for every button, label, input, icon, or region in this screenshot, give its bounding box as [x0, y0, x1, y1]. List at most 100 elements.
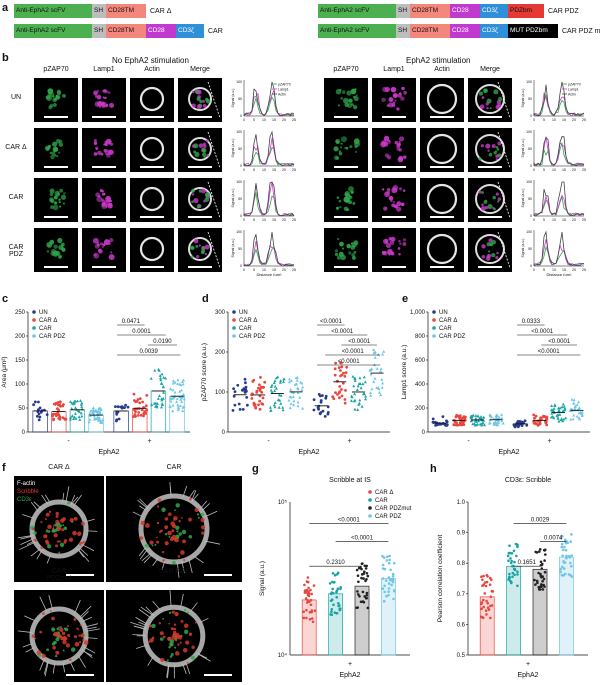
- merge-blob: [201, 246, 205, 250]
- scribble-panel-title: CAR Δ: [48, 464, 70, 471]
- signal-blob: [101, 202, 106, 207]
- profile-series-actin: [533, 81, 585, 117]
- merge-blob: [193, 143, 199, 149]
- signal-blob: [352, 201, 356, 205]
- profile-line: [497, 81, 511, 119]
- cd3e-puncta: [169, 655, 173, 658]
- scale-bar: [382, 266, 406, 268]
- data-point: [330, 608, 334, 611]
- data-point: [342, 371, 345, 375]
- cd3e-puncta: [57, 634, 60, 637]
- scribble-puncta: [65, 643, 71, 648]
- data-point: [560, 542, 564, 546]
- data-point: [482, 574, 485, 578]
- p-value: 0.0190: [153, 339, 172, 345]
- signal-blob: [396, 201, 402, 207]
- merge-blob: [481, 191, 484, 194]
- merge-blob: [190, 246, 194, 250]
- data-point: [257, 386, 260, 390]
- cd3e-puncta: [183, 629, 189, 635]
- y-tick-label: 150: [15, 358, 26, 364]
- data-point: [160, 397, 164, 401]
- data-point: [72, 417, 76, 420]
- data-point: [355, 388, 359, 391]
- data-point: [56, 403, 60, 407]
- data-point: [562, 561, 566, 564]
- data-point: [338, 385, 342, 388]
- profile-xlabel: Distance (μm): [257, 272, 283, 276]
- data-point: [534, 583, 537, 586]
- profile-xtick: 0: [533, 218, 535, 222]
- cd3e-puncta: [169, 642, 174, 647]
- data-point: [364, 394, 368, 398]
- data-point: [38, 406, 42, 410]
- p-value: <0.0001: [351, 536, 374, 542]
- data-point: [338, 396, 341, 400]
- filopodium: [65, 486, 70, 503]
- signal-blob: [52, 204, 59, 211]
- signal-blob: [403, 90, 407, 95]
- data-point: [481, 421, 485, 425]
- signal-blob: [383, 142, 389, 147]
- data-point: [363, 595, 366, 598]
- micrograph-tile: [82, 128, 126, 172]
- merge-blob: [202, 103, 207, 108]
- intensity-profile: 0 50 100 0 5 10 15 20 25 Signal (a.u.): [231, 180, 296, 222]
- data-point: [532, 413, 536, 417]
- merge-blob: [478, 157, 482, 161]
- mean-bar: [355, 586, 369, 655]
- data-point: [287, 380, 291, 384]
- cd3e-puncta: [188, 534, 193, 539]
- filopodium: [22, 642, 34, 648]
- legend-label: CAR PDZ: [39, 334, 66, 340]
- scribble-puncta: [45, 512, 50, 517]
- data-point: [445, 423, 449, 427]
- merge-blob: [488, 152, 493, 157]
- scribble-panel-title: CAR PDZmut: [46, 568, 72, 582]
- merge-blob: [196, 204, 201, 209]
- y-tick-label: 100: [215, 390, 226, 396]
- merge-blob: [198, 143, 204, 148]
- cd3e-puncta: [178, 532, 182, 536]
- data-point: [508, 575, 511, 579]
- data-point: [482, 415, 486, 419]
- data-point: [181, 382, 185, 386]
- profile-xtick: 0: [243, 218, 245, 222]
- data-point: [58, 401, 62, 404]
- filopodium: [181, 560, 185, 573]
- data-point: [559, 418, 563, 422]
- signal-blob: [102, 96, 105, 99]
- profile-series-lamp1: [243, 241, 295, 266]
- data-point: [376, 353, 380, 356]
- data-point: [232, 387, 236, 390]
- micrograph-tile: [130, 178, 174, 222]
- data-point: [98, 411, 102, 415]
- data-point: [269, 388, 273, 392]
- data-point: [508, 572, 511, 576]
- data-point: [300, 388, 304, 392]
- signal-blob: [353, 105, 358, 110]
- data-point: [306, 580, 310, 584]
- signal-blob: [48, 244, 51, 247]
- signal-blob: [336, 196, 340, 199]
- data-point: [179, 383, 183, 387]
- data-point: [489, 616, 492, 620]
- data-point: [155, 404, 159, 408]
- data-point: [132, 415, 136, 418]
- data-point: [124, 403, 127, 407]
- signal-blob: [109, 142, 114, 146]
- y-tick-label: 600: [415, 358, 426, 364]
- merge-blob: [497, 200, 500, 203]
- y-tick-label: 300: [215, 310, 226, 316]
- p-value: 0.2310: [326, 560, 345, 566]
- data-point: [353, 392, 357, 396]
- signal-blob: [390, 236, 396, 242]
- data-point: [69, 400, 72, 403]
- signal-blob: [50, 154, 55, 160]
- scribble-puncta: [76, 627, 78, 630]
- data-point: [482, 583, 485, 586]
- data-point: [260, 391, 264, 394]
- panel-letter: c: [2, 293, 8, 305]
- micrograph-tile: [372, 128, 416, 172]
- scale-bar: [430, 166, 454, 168]
